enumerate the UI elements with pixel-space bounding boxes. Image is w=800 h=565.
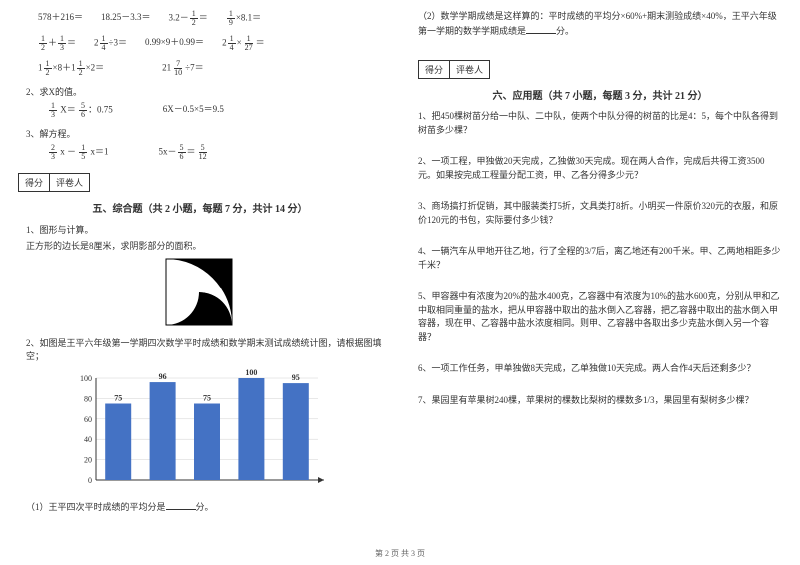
blank-field[interactable] <box>526 24 556 34</box>
equation-row-2: 12＋13＝ 214÷3＝ 0.99×9＋0.99＝ 214×127＝ <box>18 35 382 52</box>
q5-2-part2: （2）数学学期成绩是这样算的：平时成绩的平均分×60%+期末测验成绩×40%，王… <box>418 10 782 38</box>
q6-6: 6、一项工作任务，甲单独做8天完成，乙单独做10天完成。两人合作4天后还剩多少？ <box>418 362 782 376</box>
fraction: 12 <box>77 60 85 77</box>
q6-4: 4、一辆汽车从甲地开往乙地，行了全程的3/7后，离乙地还有200千米。甲、乙两地… <box>418 245 782 272</box>
section-5-title: 五、综合题（共 2 小题，每题 7 分，共计 14 分） <box>18 200 382 215</box>
eq: 112×8＋112×2＝ <box>38 60 104 77</box>
svg-text:100: 100 <box>80 374 92 383</box>
q5-2: 2、如图是王平六年级第一学期四次数学平时成绩和数学期末测试成绩统计图，请根据图填… <box>26 336 382 362</box>
fraction: 12 <box>39 35 47 52</box>
score-box: 得分 评卷人 <box>418 60 490 79</box>
svg-text:75: 75 <box>203 393 211 402</box>
fraction: 23 <box>49 144 57 161</box>
eq: 214×127＝ <box>222 35 265 52</box>
q5-1-sub: 正方形的边长是8厘米，求阴影部分的面积。 <box>26 240 382 254</box>
eq: 0.99×9＋0.99＝ <box>145 35 204 52</box>
fraction: 12 <box>44 60 52 77</box>
svg-text:40: 40 <box>84 435 92 444</box>
fraction: 14 <box>100 35 108 52</box>
q6-1: 1、把450棵树苗分给一中队、二中队，使两个中队分得的树苗的比是4：5，每个中队… <box>418 110 782 137</box>
fraction: 512 <box>197 144 209 161</box>
p3-equations: 23 x － 15 x＝1 5x－56＝512 <box>18 144 382 161</box>
bar-chart: 0 20 40 60 80 100 75 96 75 100 95 <box>18 366 382 498</box>
svg-text:100: 100 <box>245 368 257 377</box>
q5-1: 1、图形与计算。 <box>26 223 382 236</box>
svg-text:0: 0 <box>88 476 92 485</box>
eq: 23 x － 15 x＝1 <box>48 144 109 161</box>
left-column: 578＋216＝ 18.25－3.3＝ 3.2－12＝ 19×8.1＝ 12＋1… <box>0 0 400 565</box>
svg-text:80: 80 <box>84 394 92 403</box>
equation-row-3: 112×8＋112×2＝ 21710÷7＝ <box>18 60 382 77</box>
eq: 214÷3＝ <box>94 35 127 52</box>
eq: 578＋216＝ <box>38 10 83 27</box>
section-6-title: 六、应用题（共 7 小题，每题 3 分，共计 21 分） <box>418 87 782 102</box>
svg-text:75: 75 <box>114 393 122 402</box>
score-label: 得分 <box>19 174 50 191</box>
eq: 18.25－3.3＝ <box>101 10 151 27</box>
problem-2: 2、求X的值。 <box>26 85 382 98</box>
eq: 3.2－12＝ <box>169 10 208 27</box>
fraction: 56 <box>79 102 87 119</box>
shape-figure <box>18 258 382 328</box>
fraction: 710 <box>172 60 184 77</box>
fraction: 127 <box>243 35 255 52</box>
fraction: 19 <box>227 10 235 27</box>
q6-2: 2、一项工程，甲独做20天完成，乙独做30天完成。现在两人合作，完成后共得工资3… <box>418 155 782 182</box>
fraction: 56 <box>178 144 186 161</box>
svg-text:96: 96 <box>159 372 167 381</box>
svg-text:60: 60 <box>84 414 92 423</box>
problem-3: 3、解方程。 <box>26 127 382 140</box>
eq: 12＋13＝ <box>38 35 76 52</box>
grader-label: 评卷人 <box>50 174 89 191</box>
q6-7: 7、果园里有苹果树240棵，苹果树的棵数比梨树的棵数多1/3，果园里有梨树多少棵… <box>418 394 782 408</box>
q5-2-sub: （1）王平四次平时成绩的平均分是分。 <box>26 500 382 515</box>
score-label: 得分 <box>419 61 450 78</box>
fraction: 14 <box>228 35 236 52</box>
eq: 19×8.1＝ <box>226 10 261 27</box>
score-box: 得分 评卷人 <box>18 173 90 192</box>
page-footer: 第 2 页 共 3 页 <box>0 548 800 559</box>
equation-row-1: 578＋216＝ 18.25－3.3＝ 3.2－12＝ 19×8.1＝ <box>18 10 382 27</box>
eq: 13 X＝ 56：0.75 <box>48 102 113 119</box>
grader-label: 评卷人 <box>450 61 489 78</box>
q6-5: 5、甲容器中有浓度为20%的盐水400克，乙容器中有浓度为10%的盐水600克，… <box>418 290 782 344</box>
q6-3: 3、商场搞打折促销，其中服装类打5折，文具类打8折。小明买一件原价320元的衣服… <box>418 200 782 227</box>
bar-chart-svg: 0 20 40 60 80 100 75 96 75 100 95 <box>68 366 328 496</box>
shaded-shape-icon <box>165 258 235 326</box>
svg-text:95: 95 <box>292 373 300 382</box>
p2-equations: 13 X＝ 56：0.75 6X－0.5×5＝9.5 <box>18 102 382 119</box>
svg-text:20: 20 <box>84 455 92 464</box>
eq: 21710÷7＝ <box>162 60 203 77</box>
eq: 5x－56＝512 <box>159 144 210 161</box>
right-column: （2）数学学期成绩是这样算的：平时成绩的平均分×60%+期末测验成绩×40%，王… <box>400 0 800 565</box>
eq: 6X－0.5×5＝9.5 <box>163 102 224 119</box>
fraction: 13 <box>58 35 66 52</box>
fraction: 12 <box>190 10 198 27</box>
blank-field[interactable] <box>166 500 196 510</box>
fraction: 13 <box>49 102 57 119</box>
fraction: 15 <box>79 144 87 161</box>
